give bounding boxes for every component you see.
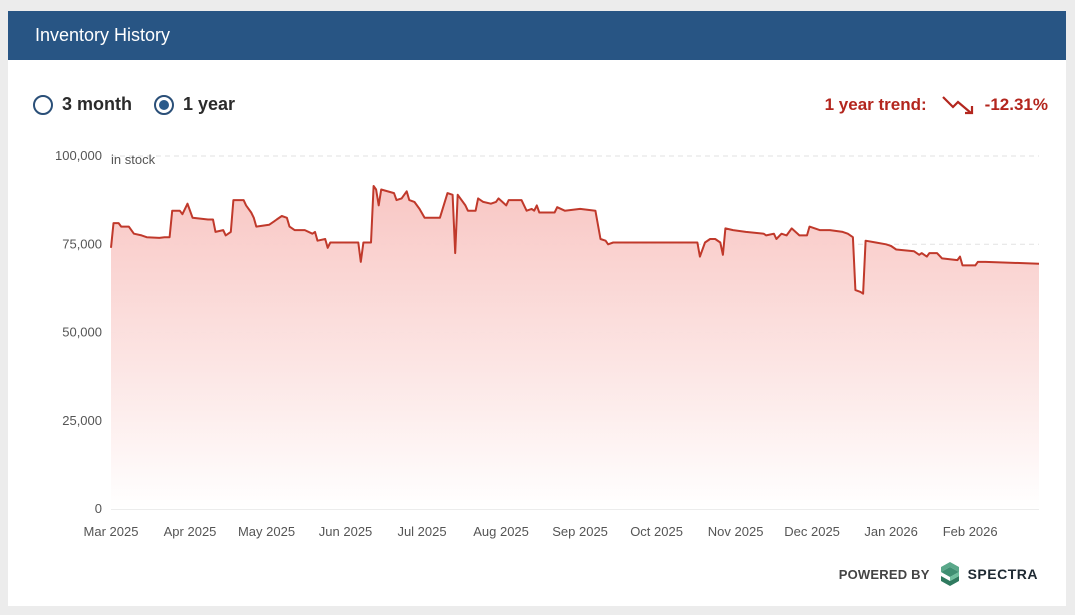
trend-indicator: 1 year trend: -12.31% bbox=[825, 94, 1048, 116]
x-tick-label: Oct 2025 bbox=[630, 524, 683, 539]
card-title: Inventory History bbox=[35, 25, 171, 45]
card-header: Inventory History bbox=[8, 11, 1066, 60]
series-line bbox=[110, 185, 1040, 295]
radio-3-month-circle[interactable] bbox=[33, 94, 53, 115]
range-selector: 3 month 1 year bbox=[33, 94, 257, 115]
brand-name: SPECTRA bbox=[967, 566, 1038, 582]
trend-label: 1 year trend: bbox=[824, 95, 927, 114]
x-tick-label: Jun 2025 bbox=[319, 524, 373, 539]
x-tick-label: Jan 2026 bbox=[864, 524, 918, 539]
inventory-history-card: Inventory History 3 month 1 year 1 year … bbox=[8, 11, 1066, 606]
trend-value: -12.31% bbox=[984, 95, 1048, 114]
x-tick-label: Nov 2025 bbox=[708, 524, 764, 539]
trend-down-icon bbox=[941, 96, 973, 115]
x-tick-label: Aug 2025 bbox=[473, 524, 529, 539]
y-tick-label: 100,000 bbox=[55, 148, 102, 163]
y-axis-label: in stock bbox=[111, 152, 156, 167]
x-tick-label: May 2025 bbox=[238, 524, 295, 539]
spectra-logo-icon bbox=[940, 562, 959, 586]
radio-1-year[interactable]: 1 year bbox=[154, 94, 235, 115]
radio-1-year-label[interactable]: 1 year bbox=[183, 94, 236, 114]
x-tick-label: Feb 2026 bbox=[943, 524, 998, 539]
x-tick-label: Jul 2025 bbox=[397, 524, 446, 539]
radio-1-year-circle[interactable] bbox=[154, 94, 174, 115]
x-tick-label: Apr 2025 bbox=[164, 524, 217, 539]
y-tick-label: 75,000 bbox=[62, 236, 102, 251]
y-tick-label: 0 bbox=[95, 501, 102, 516]
radio-3-month-label[interactable]: 3 month bbox=[62, 94, 132, 114]
powered-by-text: POWERED BY bbox=[838, 566, 930, 582]
inventory-chart: 0 25,000 50,000 75,000 100,000 Mar 2025 Apr 2… bbox=[55, 148, 1040, 539]
x-tick-label: Sep 2025 bbox=[552, 524, 608, 539]
radio-3-month[interactable]: 3 month bbox=[33, 94, 132, 115]
x-tick-label: Dec 2025 bbox=[784, 524, 840, 539]
powered-by: POWERED BY SPECTRA bbox=[839, 562, 1038, 586]
y-tick-label: 50,000 bbox=[62, 325, 102, 340]
y-tick-label: 25,000 bbox=[62, 413, 102, 428]
series-area bbox=[111, 186, 1039, 509]
x-tick-label: Mar 2025 bbox=[84, 524, 139, 539]
